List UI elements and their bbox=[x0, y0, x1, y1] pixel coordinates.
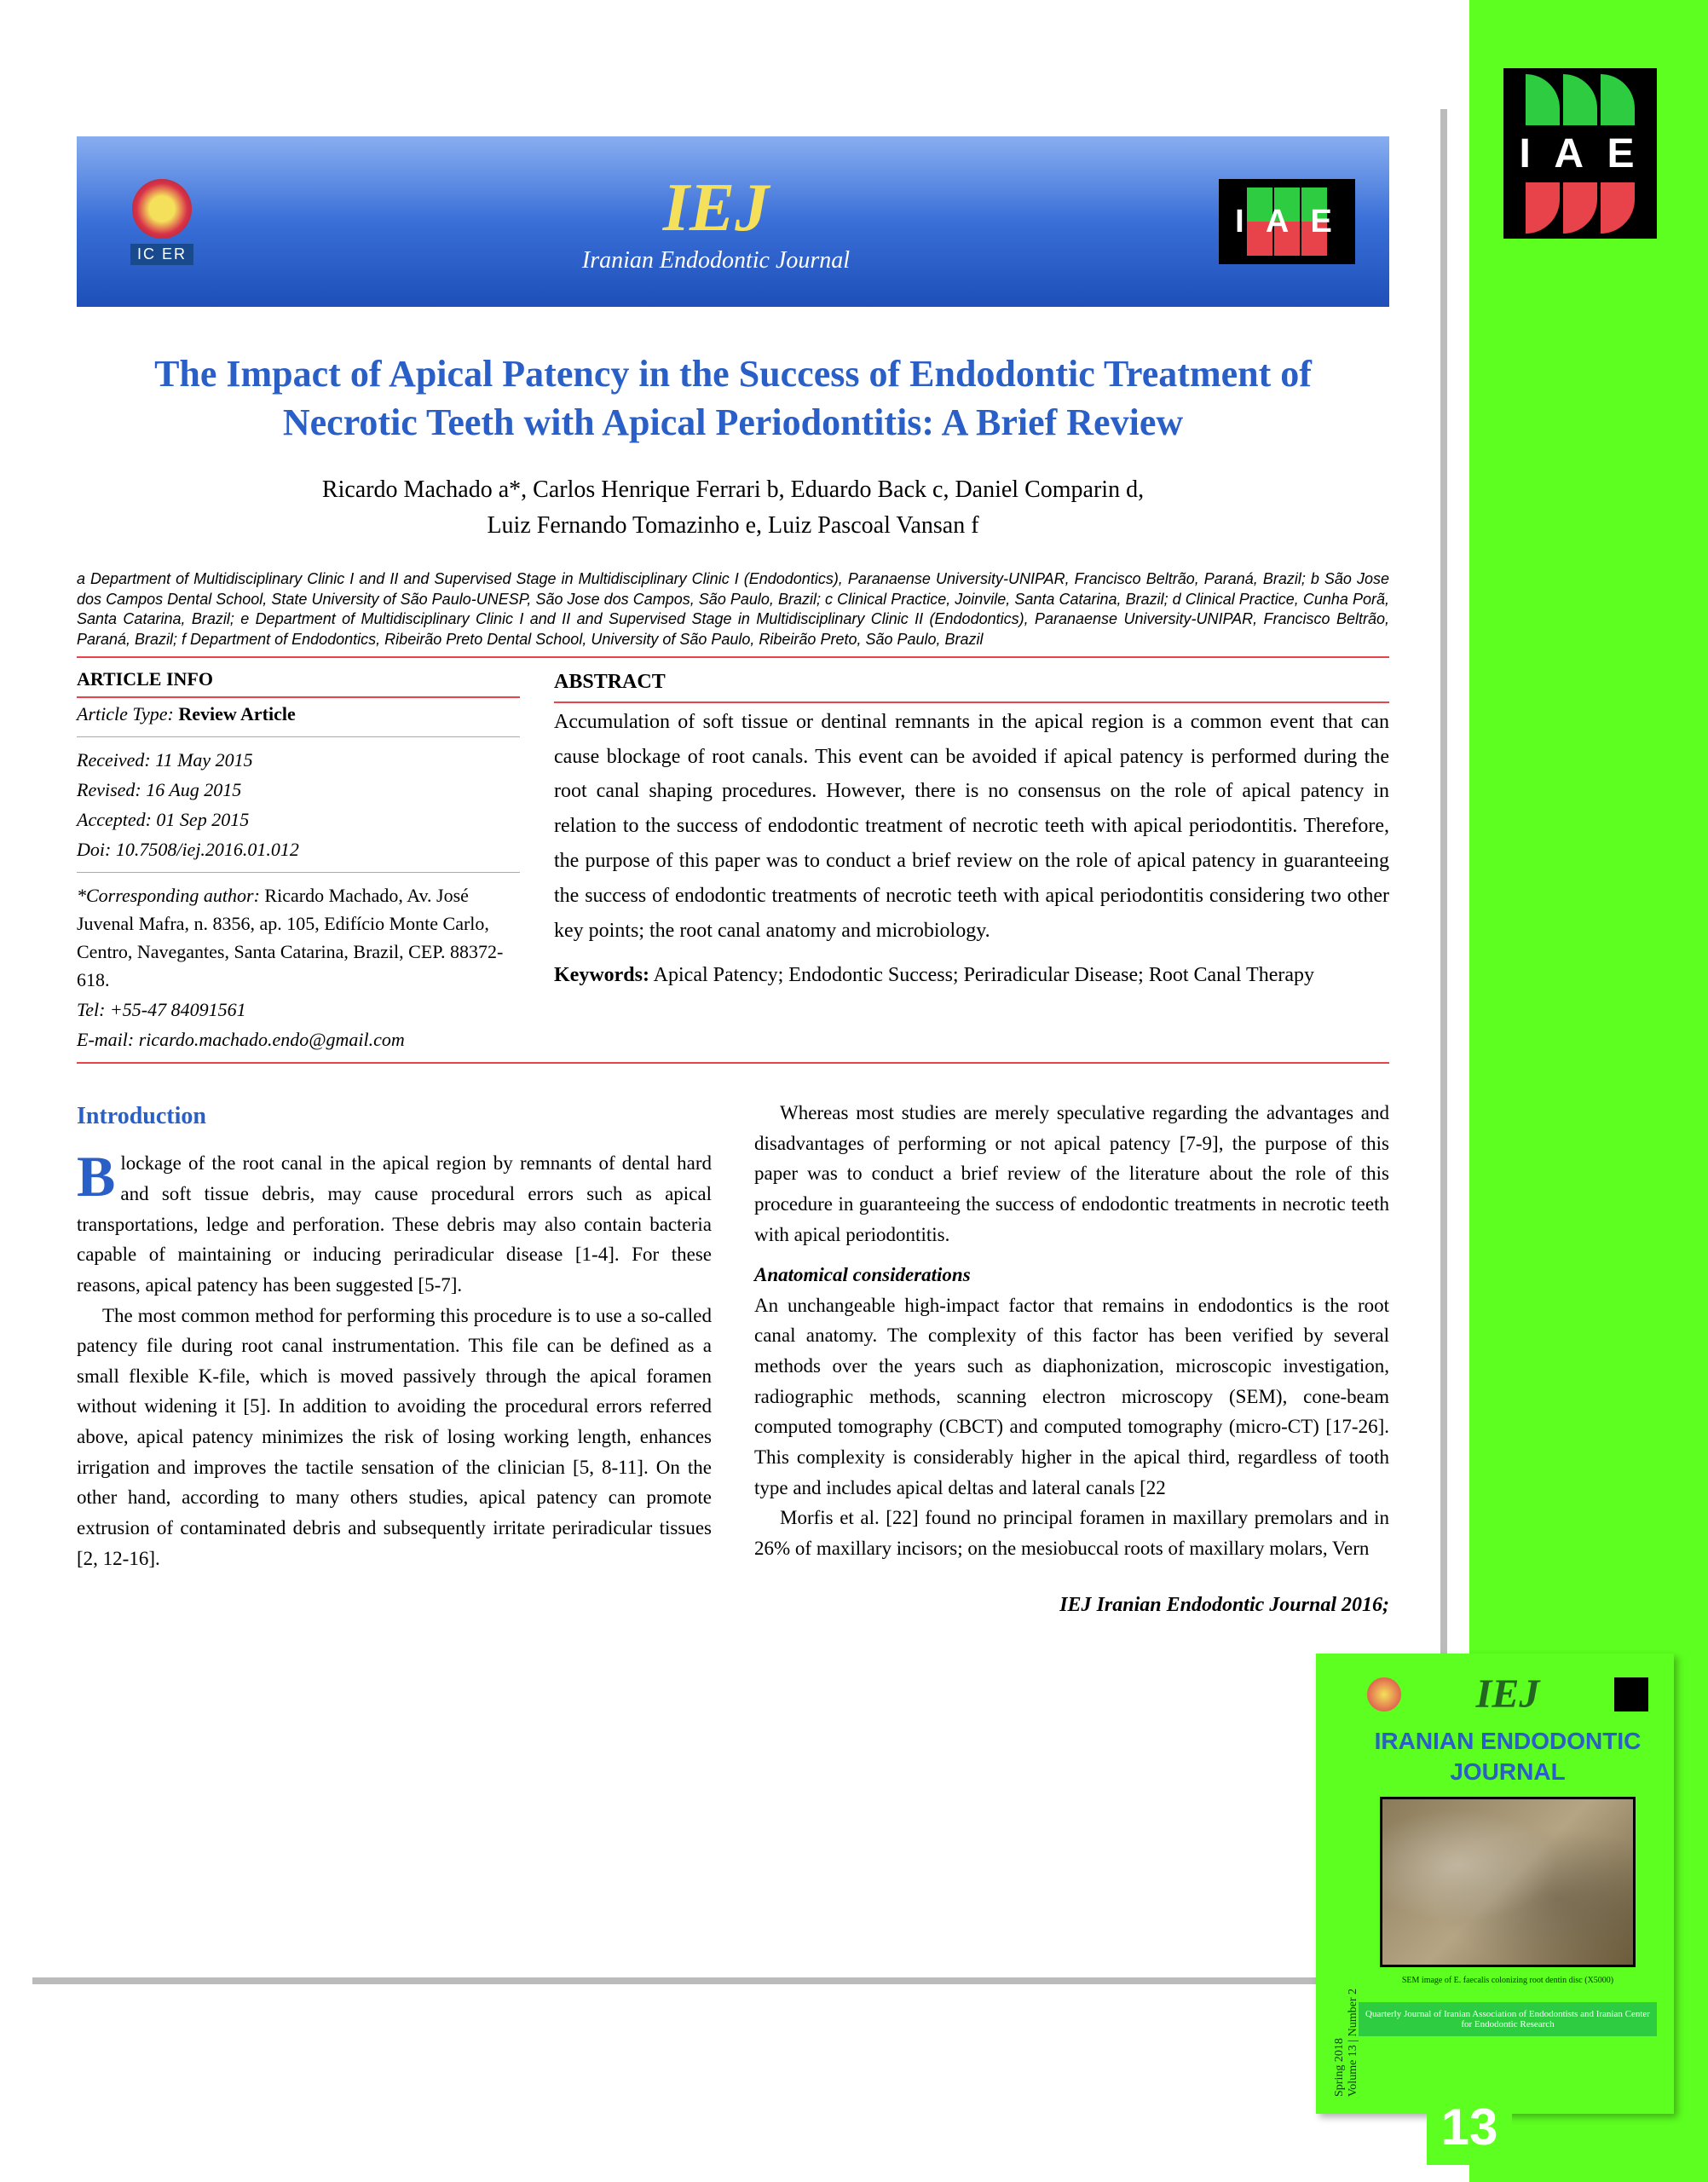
mini-journal-cover: Spring 2018 Volume 13 | Number 2 IEJ IRA… bbox=[1316, 1654, 1674, 2114]
accepted: Accepted: 01 Sep 2015 bbox=[77, 809, 249, 830]
doi: Doi: 10.7508/iej.2016.01.012 bbox=[77, 839, 299, 860]
intro-p2: The most common method for performing th… bbox=[77, 1301, 712, 1574]
banner-subtitle: Iranian Endodontic Journal bbox=[582, 247, 850, 274]
iae-logo-large: I A E bbox=[1503, 68, 1657, 239]
mini-iej: IEJ bbox=[1476, 1671, 1540, 1717]
authors-line2: Luiz Fernando Tomazinho e, Luiz Pascoal … bbox=[145, 508, 1321, 544]
flower-icon bbox=[132, 179, 192, 239]
abstract-header: ABSTRACT bbox=[554, 665, 1389, 700]
article-page: IC ER IEJ Iranian Endodontic Journal I A… bbox=[26, 102, 1440, 1977]
article-type-label: Article Type: bbox=[77, 703, 174, 724]
banner-center: IEJ Iranian Endodontic Journal bbox=[582, 170, 850, 274]
article-info: ARTICLE INFO Article Type: Review Articl… bbox=[77, 665, 520, 1055]
keywords: Keywords: Apical Patency; Endodontic Suc… bbox=[554, 958, 1389, 993]
info-abstract-row: ARTICLE INFO Article Type: Review Articl… bbox=[77, 665, 1389, 1055]
email: E-mail: ricardo.machado.endo@gmail.com bbox=[77, 1029, 405, 1050]
intro-p1: Blockage of the root canal in the apical… bbox=[77, 1148, 712, 1300]
divider-top bbox=[77, 656, 1389, 658]
intro-p3: Whereas most studies are merely speculat… bbox=[754, 1098, 1389, 1250]
authors: Ricardo Machado a*, Carlos Henrique Ferr… bbox=[145, 472, 1321, 544]
article-title: The Impact of Apical Patency in the Succ… bbox=[145, 349, 1321, 447]
mini-footer: Quarterly Journal of Iranian Association… bbox=[1359, 2002, 1657, 2036]
column-left: Introduction Blockage of the root canal … bbox=[77, 1098, 712, 1621]
intro-heading: Introduction bbox=[77, 1098, 712, 1134]
banner-right-logo: I A E bbox=[1219, 179, 1355, 264]
tel: Tel: +55-47 84091561 bbox=[77, 999, 246, 1020]
body-columns: Introduction Blockage of the root canal … bbox=[77, 1098, 1389, 1621]
received: Received: 11 May 2015 bbox=[77, 749, 253, 771]
divider-bottom bbox=[77, 1062, 1389, 1064]
banner-left-logo: IC ER bbox=[111, 162, 213, 281]
anatomical-heading: Anatomical considerations bbox=[754, 1260, 1389, 1290]
footer-journal: IEJ Iranian Endodontic Journal 2016; bbox=[754, 1590, 1389, 1621]
icer-label: IC ER bbox=[130, 244, 193, 265]
intro-p4: An unchangeable high-impact factor that … bbox=[754, 1290, 1389, 1503]
mini-spine: Spring 2018 Volume 13 | Number 2 bbox=[1333, 1671, 1359, 2097]
corresponding-author: *Corresponding author: Ricardo Machado, … bbox=[77, 881, 520, 994]
banner-iae-text: I A E bbox=[1235, 204, 1339, 240]
abstract-text: Accumulation of soft tissue or dentinal … bbox=[554, 705, 1389, 949]
mini-flower-icon bbox=[1367, 1677, 1401, 1712]
mini-title: IRANIAN ENDODONTIC JOURNAL bbox=[1359, 1726, 1657, 1788]
revised: Revised: 16 Aug 2015 bbox=[77, 779, 241, 800]
mini-iae-icon bbox=[1614, 1677, 1648, 1712]
banner-iej: IEJ bbox=[582, 170, 850, 247]
journal-banner: IC ER IEJ Iranian Endodontic Journal I A… bbox=[77, 136, 1389, 307]
intro-p5: Morfis et al. [22] found no principal fo… bbox=[754, 1503, 1389, 1563]
mini-cover-image bbox=[1380, 1797, 1636, 1967]
abstract: ABSTRACT Accumulation of soft tissue or … bbox=[554, 665, 1389, 1055]
authors-line1: Ricardo Machado a*, Carlos Henrique Ferr… bbox=[145, 472, 1321, 508]
page-number: 13 bbox=[1427, 2088, 1512, 2165]
column-right: Whereas most studies are merely speculat… bbox=[754, 1098, 1389, 1621]
mini-caption: SEM image of E. faecalis colonizing root… bbox=[1359, 1976, 1657, 1985]
article-type-value: Review Article bbox=[178, 703, 295, 724]
iae-logo-text: I A E bbox=[1519, 130, 1641, 177]
article-info-header: ARTICLE INFO bbox=[77, 665, 520, 693]
affiliations: a Department of Multidisciplinary Clinic… bbox=[77, 569, 1389, 649]
